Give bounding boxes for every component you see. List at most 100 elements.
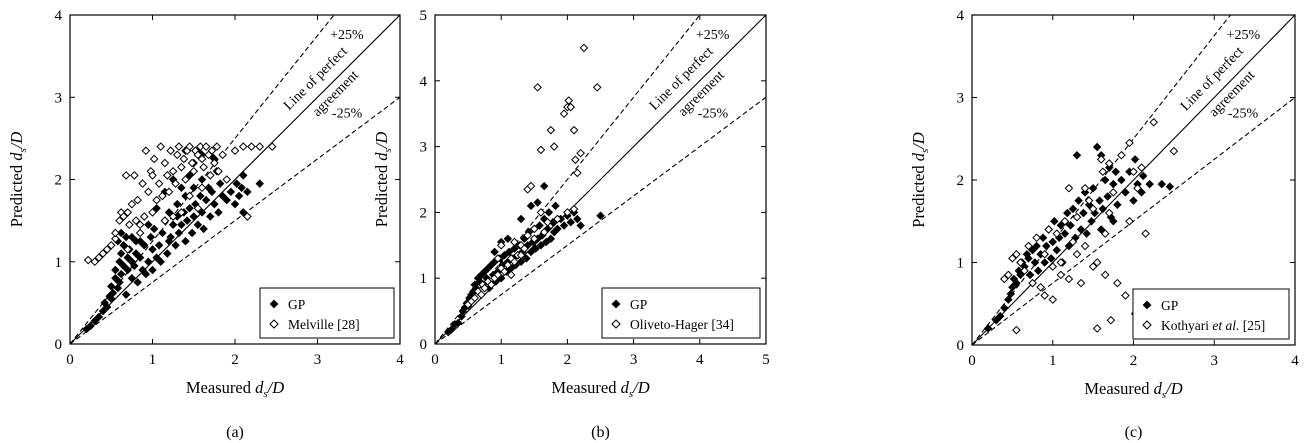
gp-data-point [226, 187, 236, 197]
gp-data-point [215, 179, 225, 188]
x-tick-label: 3 [1211, 353, 1219, 369]
comparison-data-point [205, 171, 215, 180]
legend-marker-comparison [269, 319, 279, 329]
comparison-data-point [148, 208, 157, 217]
comparison-data-point [121, 171, 131, 180]
plus-25-label: +25% [330, 28, 364, 43]
gp-data-point [536, 241, 546, 250]
gp-data-point [144, 257, 153, 266]
gp-data-point [1066, 221, 1075, 230]
comparison-data-point [480, 283, 489, 293]
comparison-data-point [193, 150, 203, 160]
legend-marker-gp [1142, 300, 1152, 310]
comparison-data-point [168, 212, 178, 221]
gp-data-point [522, 254, 531, 263]
gp-data-point [135, 253, 145, 262]
gp-data-point [1028, 245, 1037, 255]
gp-data-point [197, 208, 207, 217]
gp-data-point [232, 179, 241, 188]
series-gp [444, 181, 605, 337]
comparison-data-point [1040, 291, 1049, 300]
x-axis-title: Measured ds/D [1084, 379, 1182, 401]
comparison-data-point [1100, 229, 1110, 238]
x-axis-title-var-s: s [1162, 389, 1166, 401]
comparison-data-point [210, 158, 219, 168]
comparison-data-point [201, 142, 211, 151]
gp-data-point [116, 249, 126, 258]
comparison-data-point [135, 220, 145, 230]
comparison-data-point [218, 150, 227, 160]
gp-data-point [1032, 241, 1041, 251]
comparison-data-point [214, 166, 223, 176]
gp-data-point [111, 273, 120, 283]
comparison-data-point [571, 155, 580, 165]
comparison-data-point [94, 253, 104, 262]
comparison-data-point [1044, 225, 1054, 234]
comparison-data-point [543, 217, 552, 227]
gp-data-point [135, 236, 145, 246]
comparison-data-point [1125, 138, 1134, 148]
y-tick-label: 3 [55, 90, 63, 106]
gp-data-point [526, 201, 536, 211]
x-tick-label: 5 [762, 352, 770, 368]
x-axis-title-var-s: s [263, 388, 267, 400]
comparison-data-point [529, 224, 539, 234]
comparison-data-point [1036, 282, 1045, 292]
gp-data-point [573, 214, 582, 224]
gp-data-point [992, 316, 1001, 325]
comparison-data-point [174, 142, 184, 151]
comparison-data-point [144, 187, 153, 197]
comparison-data-point [1068, 237, 1078, 247]
comparison-data-point [171, 179, 180, 188]
comparison-data-point [138, 179, 147, 188]
comparison-data-point [139, 212, 149, 221]
legend-label-comparison: Kothyari et al. [25] [1161, 318, 1265, 333]
gp-data-point [1030, 258, 1040, 267]
y-axis-title-var-rest: /D [909, 132, 928, 150]
gp-data-point [546, 234, 556, 243]
x-axis-title-var-d: d [1154, 379, 1163, 398]
comparison-data-point [573, 168, 582, 178]
gp-data-point [1157, 179, 1166, 189]
gp-data-point [173, 199, 182, 209]
y-axis-title-prefix: Predicted [7, 161, 26, 227]
comparison-data-point [166, 146, 175, 156]
comparison-data-point [470, 293, 480, 303]
plus-25-label: +25% [1227, 28, 1261, 43]
gp-data-point [164, 208, 174, 217]
gp-data-point [230, 199, 240, 209]
comparison-data-point [160, 216, 170, 225]
comparison-data-point [1060, 216, 1070, 226]
gp-data-point [1095, 196, 1104, 205]
y-axis-title-var-rest: /D [372, 132, 391, 150]
comparison-data-point [477, 290, 486, 299]
comparison-data-point [1100, 270, 1110, 280]
comparison-data-point [553, 214, 562, 224]
gp-data-point [1137, 188, 1146, 197]
comparison-data-point [123, 208, 133, 217]
gp-data-point [222, 195, 231, 205]
y-tick-label: 1 [957, 256, 965, 272]
gp-data-point [121, 290, 131, 299]
comparison-data-point [1129, 167, 1138, 177]
y-axis-title: Predicted ds/D [372, 132, 394, 228]
comparison-data-point [576, 148, 585, 158]
comparison-data-point [123, 245, 133, 254]
gp-data-point [197, 175, 207, 184]
gp-data-point [148, 245, 157, 254]
gp-data-point [119, 241, 128, 250]
gp-data-point [1129, 196, 1138, 205]
x-tick-label: 1 [1049, 353, 1057, 369]
y-axis-title-prefix: Predicted [909, 161, 928, 227]
x-axis-title-prefix: Measured [551, 378, 620, 397]
y-tick-label: 4 [420, 74, 428, 90]
gp-data-point [983, 324, 993, 333]
comparison-data-point [1048, 295, 1058, 304]
x-axis-title-var-rest: /D [632, 378, 650, 397]
comparison-data-point [168, 166, 178, 176]
gp-data-point [1033, 266, 1043, 275]
comparison-data-point [238, 142, 248, 151]
x-tick-label: 4 [396, 352, 404, 368]
